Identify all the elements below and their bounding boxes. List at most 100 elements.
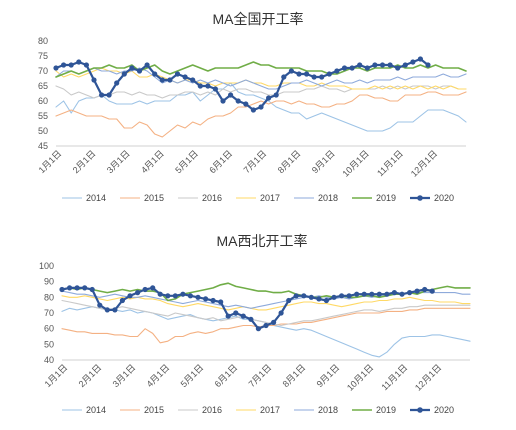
data-point-2020 bbox=[271, 319, 277, 325]
data-point-2020 bbox=[286, 297, 292, 304]
series-line-2017 bbox=[61, 295, 471, 311]
y-tick-label: 75 bbox=[38, 51, 48, 61]
series-line-2014 bbox=[55, 82, 467, 132]
x-tick-label: 10月1日 bbox=[340, 148, 370, 178]
data-point-2020 bbox=[61, 62, 67, 68]
data-point-2020 bbox=[278, 310, 284, 316]
data-point-2020 bbox=[67, 285, 73, 291]
data-point-2020 bbox=[203, 296, 209, 302]
data-point-2020 bbox=[218, 299, 224, 305]
y-tick-label: 50 bbox=[44, 339, 54, 349]
x-tick-label: 9月1日 bbox=[310, 148, 337, 175]
data-point-2020 bbox=[258, 104, 264, 110]
data-point-2020 bbox=[114, 80, 120, 86]
data-point-2020 bbox=[83, 62, 89, 68]
legend-label-2018: 2018 bbox=[318, 193, 338, 203]
legend-label-2018: 2018 bbox=[318, 405, 338, 415]
data-point-2020 bbox=[180, 291, 186, 297]
data-point-2020 bbox=[417, 56, 423, 62]
data-point-2020 bbox=[288, 68, 294, 74]
data-point-2020 bbox=[82, 285, 88, 291]
x-tick-label: 4月1日 bbox=[145, 362, 172, 389]
legend-label-2020: 2020 bbox=[434, 193, 454, 203]
data-point-2020 bbox=[319, 74, 325, 80]
data-point-2020 bbox=[379, 62, 386, 68]
legend-label-2015: 2015 bbox=[144, 193, 164, 203]
data-point-2020 bbox=[127, 293, 133, 299]
data-point-2020 bbox=[316, 296, 322, 302]
data-point-2020 bbox=[59, 286, 65, 293]
data-point-2020 bbox=[293, 293, 299, 299]
data-point-2020 bbox=[384, 291, 390, 297]
x-tick-label: 3月1日 bbox=[105, 148, 132, 175]
data-point-2020 bbox=[172, 293, 178, 299]
x-tick-label: 11月1日 bbox=[375, 148, 405, 178]
data-point-2020 bbox=[225, 313, 231, 319]
data-point-2020 bbox=[142, 286, 148, 293]
data-point-2020 bbox=[410, 59, 416, 65]
data-point-2020 bbox=[308, 294, 314, 300]
data-point-2020 bbox=[135, 290, 141, 296]
data-point-2020 bbox=[220, 98, 226, 104]
series-line-2020 bbox=[60, 286, 434, 330]
data-point-2020 bbox=[99, 92, 105, 98]
series-line-2014 bbox=[61, 306, 471, 358]
x-tick-label: 10月1日 bbox=[345, 362, 375, 392]
x-tick-label: 6月1日 bbox=[207, 148, 234, 175]
data-point-2020 bbox=[167, 77, 173, 83]
data-point-2020 bbox=[357, 62, 363, 68]
data-point-2020 bbox=[240, 313, 246, 319]
data-point-2020 bbox=[121, 71, 127, 77]
data-point-2020 bbox=[354, 291, 360, 297]
data-point-2020 bbox=[129, 65, 135, 71]
x-tick-label: 7月1日 bbox=[242, 148, 269, 175]
series-line-2015 bbox=[55, 91, 467, 138]
data-point-2020 bbox=[334, 68, 340, 74]
data-point-2020 bbox=[331, 294, 337, 300]
data-point-2020 bbox=[250, 107, 256, 113]
data-point-2020 bbox=[205, 83, 211, 89]
data-point-2020 bbox=[248, 316, 254, 322]
y-tick-label: 40 bbox=[44, 355, 54, 365]
data-point-2020 bbox=[150, 285, 156, 291]
legend-label-2017: 2017 bbox=[260, 193, 280, 203]
data-point-2020 bbox=[395, 65, 401, 71]
data-point-2020 bbox=[104, 307, 110, 313]
y-tick-label: 100 bbox=[39, 261, 54, 271]
x-tick-label: 11月1日 bbox=[379, 362, 409, 392]
data-point-2020 bbox=[263, 322, 269, 329]
y-tick-label: 60 bbox=[44, 324, 54, 334]
data-point-2020 bbox=[376, 291, 382, 297]
x-tick-label: 6月1日 bbox=[213, 362, 240, 389]
data-point-2020 bbox=[361, 291, 367, 297]
x-tick-label: 1月1日 bbox=[43, 362, 70, 389]
data-point-2020 bbox=[190, 77, 196, 83]
series-line-2018 bbox=[55, 67, 467, 90]
y-tick-label: 45 bbox=[38, 141, 48, 151]
y-tick-label: 65 bbox=[38, 81, 48, 91]
series-line-2019 bbox=[55, 61, 467, 78]
y-tick-label: 70 bbox=[44, 308, 54, 318]
y-tick-label: 55 bbox=[38, 111, 48, 121]
legend-label-2019: 2019 bbox=[376, 193, 396, 203]
y-tick-label: 70 bbox=[38, 66, 48, 76]
legend-label-2016: 2016 bbox=[202, 405, 222, 415]
data-point-2020 bbox=[349, 65, 355, 71]
y-tick-label: 90 bbox=[44, 277, 54, 287]
data-point-2020 bbox=[407, 290, 413, 296]
data-point-2020 bbox=[402, 62, 408, 68]
x-tick-label: 8月1日 bbox=[276, 148, 303, 175]
northwest-operating-rate-chart: MA西北开工率 40 50 60 70 80 90 100 1月1日 2月1日 3月1日 4月1日 5月… bbox=[39, 233, 471, 415]
legend-label-2016: 2016 bbox=[202, 193, 222, 203]
legend-marker-2020 bbox=[417, 407, 423, 413]
series-line-2016 bbox=[61, 299, 471, 327]
data-point-2020 bbox=[174, 71, 181, 77]
legend-label-2014: 2014 bbox=[86, 405, 106, 415]
data-point-2020 bbox=[304, 71, 310, 77]
data-point-2020 bbox=[91, 77, 97, 83]
data-point-2020 bbox=[372, 62, 378, 68]
x-tick-label: 2月1日 bbox=[71, 148, 98, 175]
y-tick-label: 60 bbox=[38, 96, 48, 106]
x-tick-label: 5月1日 bbox=[173, 148, 200, 175]
data-point-2020 bbox=[144, 62, 150, 68]
